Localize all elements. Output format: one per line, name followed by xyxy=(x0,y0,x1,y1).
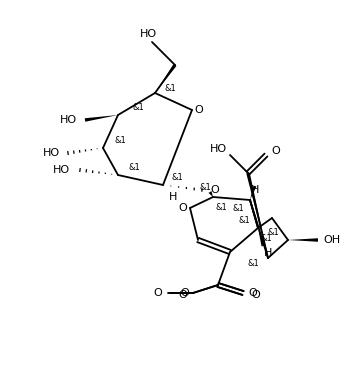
Text: &1: &1 xyxy=(238,215,250,225)
Text: O: O xyxy=(211,185,219,195)
Polygon shape xyxy=(246,172,268,258)
Text: O: O xyxy=(195,105,203,115)
Text: O: O xyxy=(179,203,187,213)
Text: &1: &1 xyxy=(114,135,126,145)
Polygon shape xyxy=(208,191,213,197)
Text: &1: &1 xyxy=(132,102,144,111)
Polygon shape xyxy=(85,115,118,122)
Text: HO: HO xyxy=(209,144,227,154)
Text: H: H xyxy=(169,192,177,202)
Text: H: H xyxy=(251,185,259,195)
Text: O: O xyxy=(272,146,280,156)
Text: HO: HO xyxy=(59,115,77,125)
Text: &1: &1 xyxy=(260,233,272,242)
Text: &1: &1 xyxy=(164,84,176,92)
Text: &1: &1 xyxy=(128,162,140,172)
Text: O: O xyxy=(249,288,257,298)
Text: &1: &1 xyxy=(232,204,244,212)
Text: O: O xyxy=(179,290,187,300)
Polygon shape xyxy=(288,238,318,242)
Text: &1: &1 xyxy=(199,182,211,192)
Text: HO: HO xyxy=(139,29,157,39)
Text: O: O xyxy=(154,288,162,298)
Text: OH: OH xyxy=(323,235,341,245)
Text: O: O xyxy=(252,290,260,300)
Polygon shape xyxy=(250,185,256,200)
Polygon shape xyxy=(258,228,265,246)
Polygon shape xyxy=(155,64,176,93)
Text: H: H xyxy=(264,248,272,258)
Text: &1: &1 xyxy=(171,172,183,182)
Text: O: O xyxy=(181,288,189,298)
Text: &1: &1 xyxy=(215,202,227,212)
Text: &1: &1 xyxy=(267,228,279,236)
Text: HO: HO xyxy=(42,148,60,158)
Text: HO: HO xyxy=(52,165,70,175)
Text: &1: &1 xyxy=(247,259,259,269)
